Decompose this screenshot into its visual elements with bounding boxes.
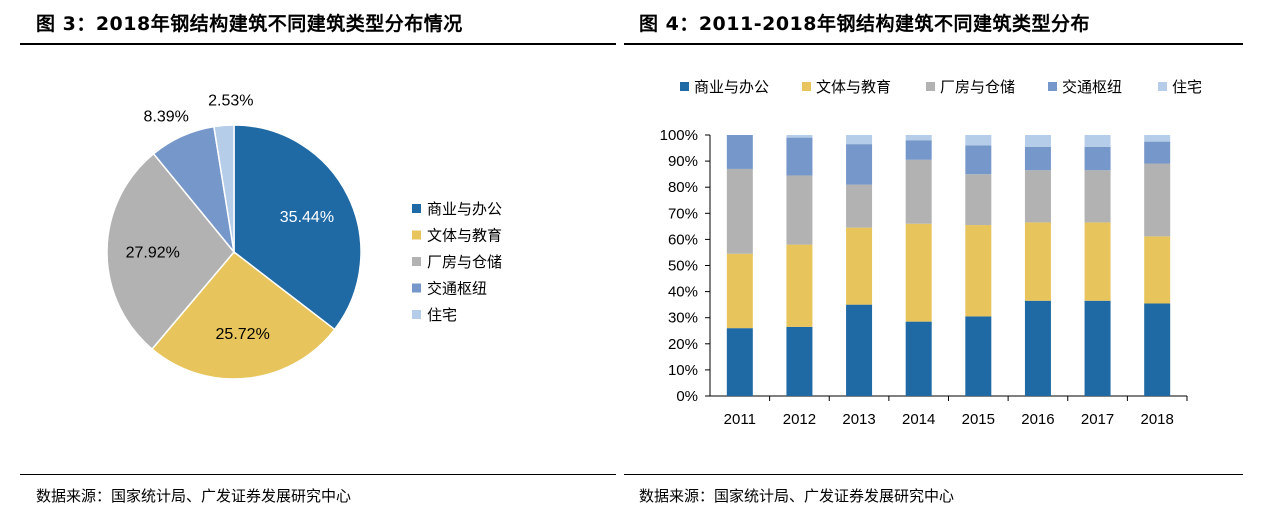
y-tick-label: 90% bbox=[668, 153, 698, 170]
pie-slice-residential bbox=[213, 124, 235, 253]
bar-segment-commercial-office-2018 bbox=[1144, 303, 1171, 396]
bar-segment-culture-education-2018 bbox=[1144, 236, 1171, 304]
pie-data-label-transport-hub: 8.39% bbox=[143, 108, 188, 125]
pie-figure-title: 图 3：2018年钢结构建筑不同建筑类型分布情况 bbox=[36, 13, 463, 35]
y-tick-label: 40% bbox=[668, 284, 698, 301]
bar-segment-transport-hub-2013 bbox=[846, 144, 873, 185]
pie-legend-label-transport-hub: 交通枢纽 bbox=[427, 280, 487, 298]
bar-segment-residential-2012 bbox=[786, 135, 813, 138]
pie-legend-label-factory-warehouse: 厂房与仓储 bbox=[427, 253, 502, 271]
pie-data-label-culture-education: 25.72% bbox=[216, 326, 270, 343]
bar-legend-label-transport-hub: 交通枢纽 bbox=[1062, 78, 1122, 96]
pie-source-rule bbox=[20, 474, 616, 475]
pie-legend-swatch-transport-hub bbox=[412, 283, 421, 293]
pie-slice-factory-warehouse bbox=[106, 152, 235, 351]
pie-data-label-residential: 2.53% bbox=[208, 92, 253, 109]
y-tick-label: 20% bbox=[668, 336, 698, 353]
bar-figure-title: 图 4：2011-2018年钢结构建筑不同建筑类型分布 bbox=[639, 13, 1090, 35]
bar-segment-culture-education-2016 bbox=[1024, 222, 1051, 301]
x-tick-label-2014: 2014 bbox=[902, 411, 935, 428]
bar-legend-swatch-culture-education bbox=[802, 82, 811, 91]
bar-legend-swatch-residential bbox=[1158, 82, 1167, 91]
y-tick-label: 70% bbox=[668, 205, 698, 222]
bar-segment-residential-2017 bbox=[1084, 135, 1111, 147]
bar-segment-residential-2014 bbox=[905, 135, 932, 141]
y-tick-label: 50% bbox=[668, 258, 698, 275]
x-tick-label-2018: 2018 bbox=[1141, 411, 1174, 428]
pie-slice-commercial-office bbox=[233, 124, 362, 331]
right-figure-panel: 图 4：2011-2018年钢结构建筑不同建筑类型分布 0% 10% 20% 30% 4… bbox=[624, 0, 1265, 529]
y-tick-label: 80% bbox=[668, 179, 698, 196]
y-tick-label: 30% bbox=[668, 310, 698, 327]
bar-segment-commercial-office-2011 bbox=[726, 328, 753, 396]
pie-data-label-factory-warehouse: 27.92% bbox=[126, 244, 180, 261]
bar-segment-residential-2013 bbox=[846, 135, 873, 145]
bar-segment-culture-education-2017 bbox=[1084, 222, 1111, 301]
left-figure-panel: 图 3：2018年钢结构建筑不同建筑类型分布情况 35.44% 25.72% 27.… bbox=[0, 0, 620, 529]
bar-segment-transport-hub-2011 bbox=[726, 135, 753, 169]
bar-segment-commercial-office-2017 bbox=[1084, 300, 1111, 396]
bar-segment-commercial-office-2015 bbox=[965, 316, 992, 396]
bar-legend-label-commercial-office: 商业与办公 bbox=[694, 78, 769, 96]
pie-legend-swatch-residential bbox=[412, 310, 421, 319]
bar-segment-transport-hub-2017 bbox=[1084, 146, 1111, 171]
bar-segment-factory-warehouse-2016 bbox=[1024, 170, 1051, 223]
bar-segment-culture-education-2012 bbox=[786, 244, 813, 327]
y-tick-label: 60% bbox=[668, 231, 698, 248]
bar-segment-transport-hub-2014 bbox=[905, 140, 932, 160]
bar-segment-culture-education-2014 bbox=[905, 223, 932, 322]
y-tick-label: 0% bbox=[676, 388, 698, 405]
bar-segment-culture-education-2015 bbox=[965, 225, 992, 317]
bar-segment-transport-hub-2012 bbox=[786, 137, 813, 176]
bar-segment-transport-hub-2016 bbox=[1024, 146, 1051, 171]
bar-source-rule bbox=[624, 474, 1243, 475]
pie-chart: 35.44% 25.72% 27.92% 8.39% 2.53% 商业与办公文体与教育厂房… bbox=[106, 92, 502, 380]
bar-legend-label-culture-education: 文体与教育 bbox=[816, 78, 891, 96]
bar-legend-label-residential: 住宅 bbox=[1172, 78, 1202, 96]
pie-legend-label-residential: 住宅 bbox=[427, 306, 457, 324]
x-tick-label-2016: 2016 bbox=[1021, 411, 1054, 428]
bar-segment-commercial-office-2016 bbox=[1024, 300, 1051, 396]
pie-legend-swatch-culture-education bbox=[412, 230, 421, 240]
pie-data-label-commercial-office: 35.44% bbox=[280, 209, 334, 226]
bar-source-note: 数据来源：国家统计局、广发证券发展研究中心 bbox=[639, 487, 955, 505]
bar-segment-factory-warehouse-2012 bbox=[786, 175, 813, 245]
bar-segment-factory-warehouse-2017 bbox=[1084, 170, 1111, 223]
pie-legend-label-commercial-office: 商业与办公 bbox=[427, 200, 502, 218]
pie-legend-swatch-commercial-office bbox=[412, 204, 421, 213]
x-tick-label-2017: 2017 bbox=[1081, 411, 1114, 428]
bar-segment-culture-education-2011 bbox=[726, 253, 753, 329]
bar-segment-commercial-office-2014 bbox=[905, 321, 932, 396]
y-tick-label: 100% bbox=[660, 127, 698, 144]
bar-title-rule bbox=[624, 43, 1243, 45]
x-tick-label-2015: 2015 bbox=[962, 411, 995, 428]
x-tick-label-2012: 2012 bbox=[783, 411, 816, 428]
bar-segment-factory-warehouse-2018 bbox=[1144, 163, 1171, 237]
bar-segment-factory-warehouse-2014 bbox=[905, 159, 932, 224]
pie-source-note: 数据来源：国家统计局、广发证券发展研究中心 bbox=[36, 487, 352, 505]
bar-legend-swatch-factory-warehouse bbox=[926, 82, 935, 91]
bar-legend-label-factory-warehouse: 厂房与仓储 bbox=[940, 78, 1015, 96]
bar-segment-residential-2016 bbox=[1024, 135, 1051, 147]
bar-segment-factory-warehouse-2011 bbox=[726, 168, 753, 254]
x-tick-label-2011: 2011 bbox=[724, 411, 756, 428]
x-tick-label-2013: 2013 bbox=[842, 411, 875, 428]
bar-segment-factory-warehouse-2013 bbox=[846, 184, 873, 228]
bar-segment-residential-2015 bbox=[965, 135, 992, 146]
stacked-bar-chart: 0% 10% 20% 30% 40% 50% 60% 70% 80% 90% 100% 2011 201… bbox=[660, 78, 1202, 428]
pie-slice-culture-education bbox=[151, 250, 336, 380]
pie-legend-label-culture-education: 文体与教育 bbox=[427, 227, 502, 245]
bar-segment-factory-warehouse-2015 bbox=[965, 174, 992, 226]
pie-legend-swatch-factory-warehouse bbox=[412, 257, 421, 266]
bar-segment-commercial-office-2013 bbox=[846, 304, 873, 396]
bar-legend-swatch-transport-hub bbox=[1048, 82, 1057, 91]
pie-title-rule bbox=[20, 43, 616, 45]
bar-segment-residential-2018 bbox=[1144, 135, 1171, 142]
bar-segment-transport-hub-2015 bbox=[965, 145, 992, 175]
bar-segment-transport-hub-2018 bbox=[1144, 141, 1171, 164]
bar-segment-culture-education-2013 bbox=[846, 227, 873, 305]
bar-segment-commercial-office-2012 bbox=[786, 326, 813, 396]
bar-legend-swatch-commercial-office bbox=[680, 82, 689, 91]
y-tick-label: 10% bbox=[668, 362, 698, 379]
